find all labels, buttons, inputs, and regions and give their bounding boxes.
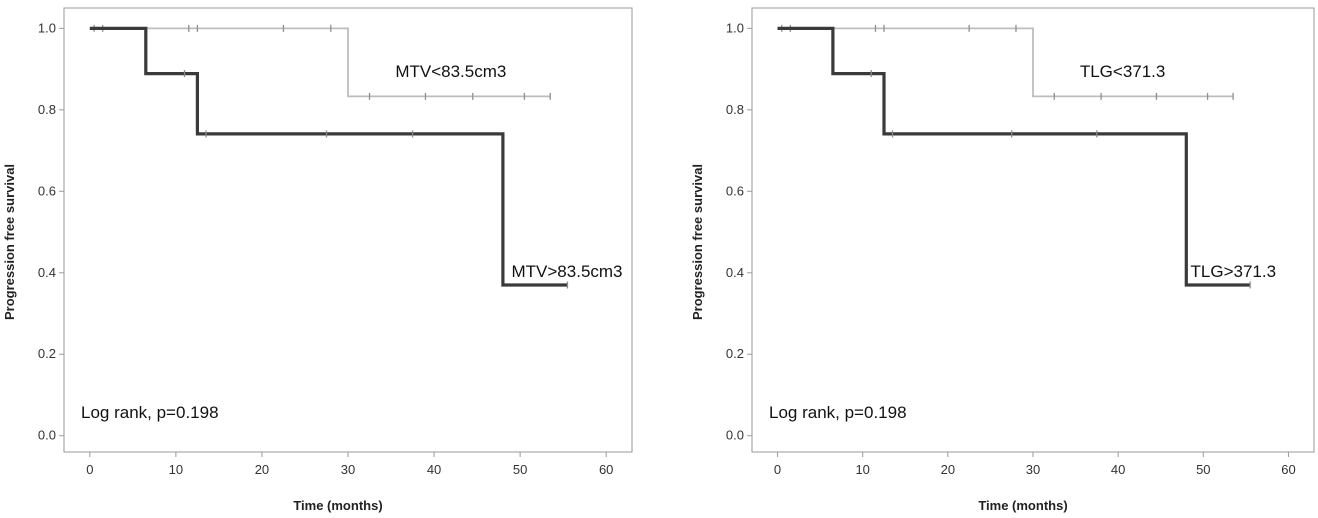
x-tick-label: 20	[255, 462, 269, 477]
y-tick-label: 0.0	[726, 428, 744, 443]
series-label-low: MTV<83.5cm3	[395, 62, 506, 81]
x-tick-label: 0	[774, 462, 781, 477]
y-tick-label: 0.4	[726, 265, 744, 280]
y-tick-label: 0.4	[38, 265, 56, 280]
y-tick-label: 1.0	[726, 20, 744, 35]
y-axis-title: Progression free survival	[690, 164, 705, 320]
x-tick-label: 20	[941, 462, 955, 477]
x-tick-label: 0	[86, 462, 93, 477]
survival-curve-high	[89, 26, 568, 287]
log-rank-annotation: Log rank, p=0.198	[81, 403, 219, 422]
y-tick-label: 0.0	[38, 428, 56, 443]
series-label-low: TLG<371.3	[1080, 62, 1166, 81]
y-tick-label: 0.8	[38, 102, 56, 117]
survival-curve-low	[777, 27, 1234, 98]
y-tick-label: 1.0	[38, 20, 56, 35]
x-tick-label: 50	[1196, 462, 1210, 477]
survival-curve-low	[89, 27, 551, 98]
y-tick-label: 0.6	[726, 183, 744, 198]
series-label-high: MTV>83.5cm3	[512, 262, 623, 281]
log-rank-annotation: Log rank, p=0.198	[769, 403, 907, 422]
x-axis-title: Time (months)	[978, 498, 1067, 513]
x-tick-label: 50	[513, 462, 527, 477]
x-axis-title: Time (months)	[293, 498, 382, 513]
y-tick-label: 0.2	[726, 346, 744, 361]
series-label-high: TLG>371.3	[1191, 262, 1277, 281]
km-chart-tlg: 0.0 0.2 0.4 0.6 0.8 1.0 0 10 20 30 40 50 60 Time (mon…	[690, 7, 1315, 513]
x-tick-label: 40	[427, 462, 441, 477]
x-tick-label: 30	[1026, 462, 1040, 477]
km-chart-mtv: 0.0 0.2 0.4 0.6 0.8 1.0 0 10 20 30 40 50 60 Time (mon…	[2, 7, 633, 513]
y-tick-label: 0.6	[38, 183, 56, 198]
x-tick-label: 10	[169, 462, 183, 477]
x-tick-label: 30	[341, 462, 355, 477]
y-tick-label: 0.8	[726, 102, 744, 117]
survival-curve-high	[777, 26, 1251, 287]
y-tick-label: 0.2	[38, 346, 56, 361]
x-tick-label: 10	[855, 462, 869, 477]
x-tick-label: 40	[1111, 462, 1125, 477]
y-axis-title: Progression free survival	[2, 164, 17, 320]
x-tick-label: 60	[1281, 462, 1295, 477]
x-tick-label: 60	[599, 462, 613, 477]
